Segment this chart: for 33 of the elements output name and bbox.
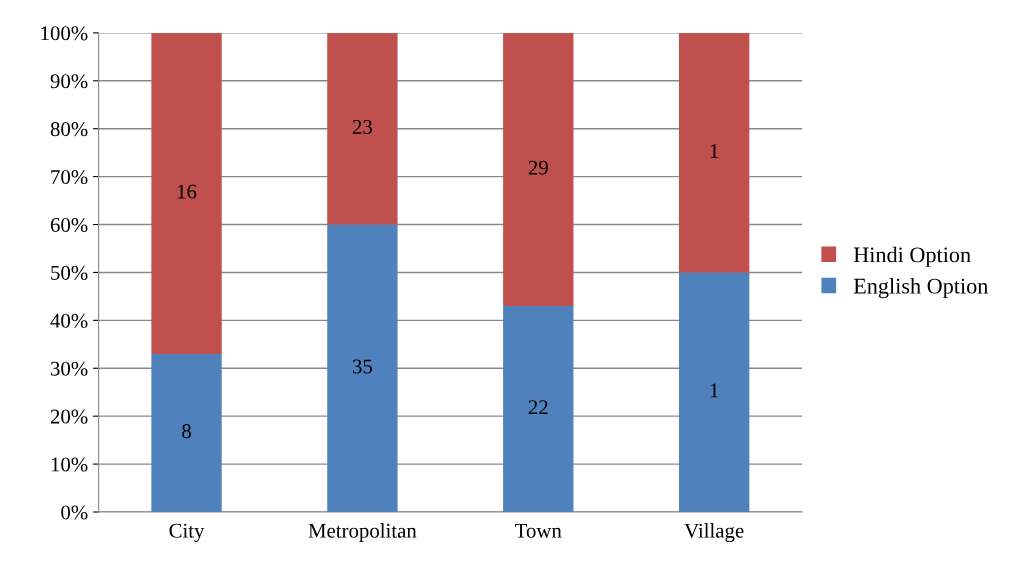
bar bbox=[503, 32, 574, 306]
x-tick-label: City bbox=[169, 523, 205, 543]
bar bbox=[327, 224, 398, 512]
y-tick-label: 40% bbox=[50, 313, 88, 328]
annotation: 16 bbox=[177, 184, 197, 199]
bar bbox=[151, 353, 222, 512]
x-tick-label: Village bbox=[684, 523, 744, 543]
y-tick-label: 80% bbox=[50, 122, 88, 137]
y-tick-label: 10% bbox=[51, 457, 88, 472]
y-tick-label: 0% bbox=[61, 505, 88, 520]
y-tick-label: 20% bbox=[50, 409, 88, 424]
annotation: 22 bbox=[528, 400, 548, 414]
legend-label: Hindi Option bbox=[853, 246, 971, 267]
annotation: 1 bbox=[710, 143, 719, 158]
annotation: 29 bbox=[528, 160, 548, 175]
legend-label: English Option bbox=[853, 277, 989, 299]
annotation: 1 bbox=[710, 383, 719, 398]
bar bbox=[503, 305, 574, 512]
y-tick-label: 50% bbox=[51, 265, 88, 280]
bar bbox=[678, 32, 750, 273]
bar bbox=[678, 272, 750, 512]
annotation: 8 bbox=[182, 424, 191, 439]
x-tick-label: Metropolitan bbox=[308, 523, 417, 543]
bar bbox=[327, 32, 398, 225]
y-tick-label: 90% bbox=[50, 74, 88, 89]
x-tick-label: Town bbox=[515, 523, 562, 538]
y-tick-label: 100% bbox=[41, 26, 88, 41]
annotation: 23 bbox=[352, 119, 373, 134]
annotation: 35 bbox=[352, 359, 373, 374]
y-tick-label: 60% bbox=[50, 217, 88, 233]
y-tick-label: 30% bbox=[50, 361, 88, 376]
bar bbox=[151, 32, 222, 354]
y-tick-label: 70% bbox=[51, 169, 88, 185]
